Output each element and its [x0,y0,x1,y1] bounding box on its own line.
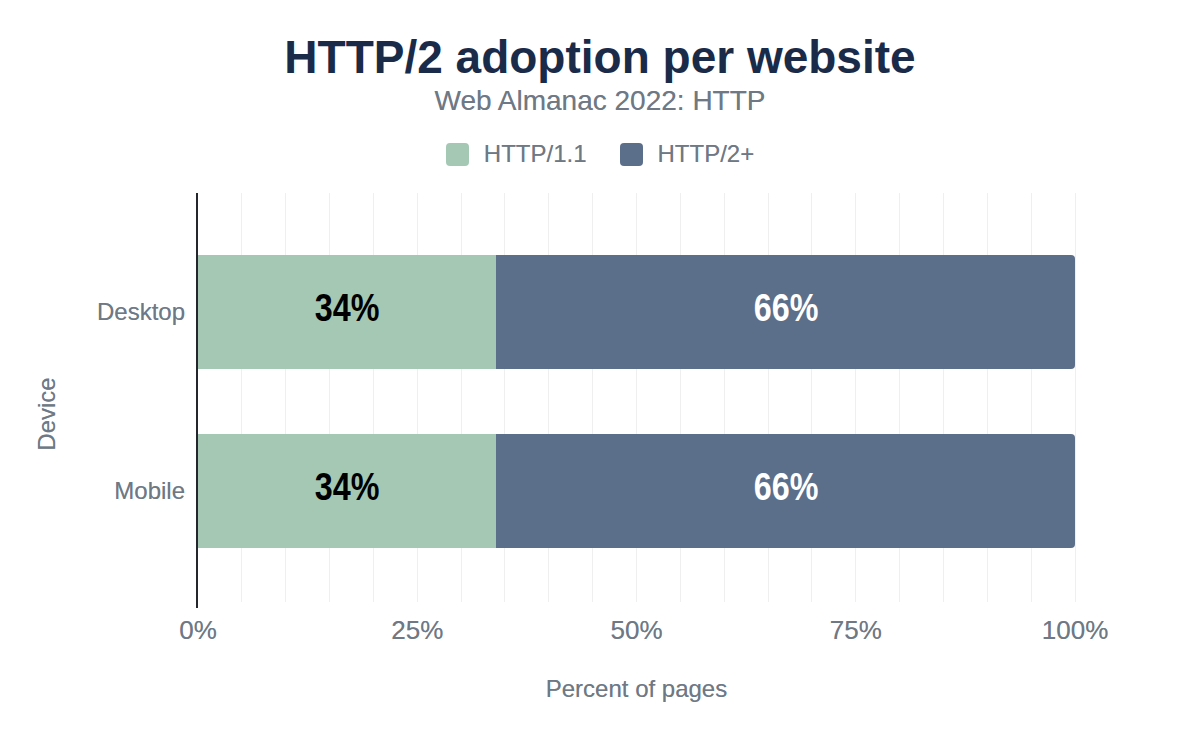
legend-swatch [620,143,643,166]
legend-swatch [446,143,469,166]
bar-segment-mobile-http11[interactable]: 34% [198,434,496,548]
bar-segment-mobile-http2[interactable]: 66% [496,434,1075,548]
x-tick-label: 25% [337,617,497,643]
plot-area: 34% 66% 34% 66% [198,193,1075,604]
x-tick-label: 75% [776,617,936,643]
legend-item-http11[interactable]: HTTP/1.1 [446,142,587,166]
bar-segment-desktop-http2[interactable]: 66% [496,255,1075,369]
bar-value-label: 34% [315,287,380,330]
bar-value-label: 66% [753,287,818,330]
x-tick-label: 100% [995,617,1155,643]
category-label-mobile: Mobile [0,476,185,506]
legend-label: HTTP/2+ [658,142,755,166]
x-tick-label: 50% [557,617,717,643]
chart-title: HTTP/2 adoption per website [0,34,1200,80]
chart-subtitle: Web Almanac 2022: HTTP [0,87,1200,115]
legend-label: HTTP/1.1 [484,142,587,166]
legend-item-http2[interactable]: HTTP/2+ [620,142,755,166]
bar-value-label: 66% [753,466,818,509]
bar-row-desktop: 34% 66% [198,255,1075,369]
bar-value-label: 34% [315,466,380,509]
bar-segment-desktop-http11[interactable]: 34% [198,255,496,369]
x-axis-title: Percent of pages [198,675,1075,703]
x-tick-label: 0% [118,617,278,643]
bar-row-mobile: 34% 66% [198,434,1075,548]
category-label-desktop: Desktop [0,297,185,327]
legend: HTTP/1.1 HTTP/2+ [0,142,1200,166]
